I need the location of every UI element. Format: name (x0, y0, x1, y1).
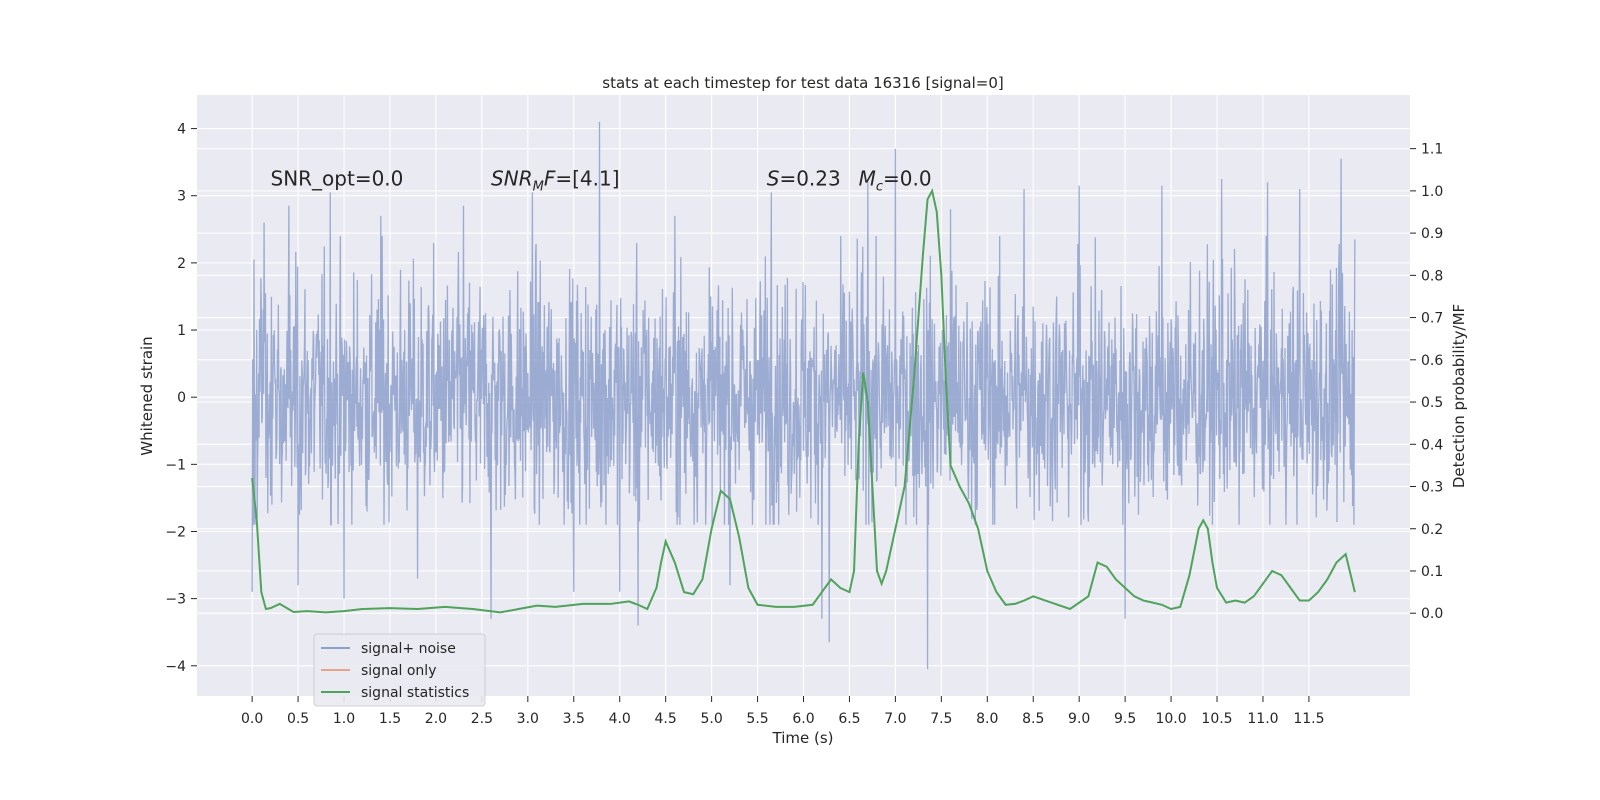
x-tick-label: 1.5 (379, 711, 401, 727)
x-tick-label: 5.5 (746, 711, 768, 727)
legend-label: signal+ noise (361, 641, 456, 657)
signal-statistics-line (251, 188, 1356, 614)
y-tick-label: 1 (177, 323, 186, 339)
x-tick-label: 9.0 (1068, 711, 1090, 727)
x-tick-label: 11.5 (1293, 711, 1324, 727)
y2-tick-label: 0.5 (1421, 395, 1443, 411)
x-tick-label: 8.0 (976, 711, 998, 727)
legend: signal+ noise signal only signal statistic… (313, 633, 486, 707)
y-tick-label: 0 (177, 390, 186, 406)
legend-label: signal statistics (361, 685, 469, 701)
y2-tick-label: 0.3 (1421, 480, 1443, 496)
x-tick-label: 7.0 (884, 711, 906, 727)
y-tick-label: 4 (177, 122, 186, 138)
x-tick-label: 2.0 (425, 711, 447, 727)
x-tick-label: 1.0 (333, 711, 355, 727)
legend-label: signal only (361, 663, 436, 679)
x-tick-label: 0.5 (287, 711, 309, 727)
y2-tick-label: 0.7 (1421, 311, 1443, 327)
x-axis-label: Time (s) (772, 729, 834, 747)
y2-tick-label: 0.1 (1421, 564, 1443, 580)
y-tick-label: −1 (165, 457, 186, 473)
chart-title: stats at each timestep for test data 163… (602, 74, 1003, 92)
y2-axis-label: Detection probability/MF (1450, 304, 1468, 488)
y-axis-label: Whitened strain (138, 336, 156, 455)
y-tick-label: −4 (165, 659, 186, 675)
annotations: SNR_opt=0.0 SNRMF=[4.1] S=0.23 Mc=0.0 (271, 167, 932, 195)
annotation-text: Mc=0.0 (859, 167, 932, 195)
x-tick-label: 4.0 (609, 711, 631, 727)
x-tick-label: 0.0 (241, 711, 263, 727)
y-tick-label: −2 (165, 524, 186, 540)
annotation-text: S=0.23 (767, 167, 841, 191)
x-tick-label: 4.5 (655, 711, 677, 727)
x-tick-label: 6.0 (792, 711, 814, 727)
y2-tick-label: 0.2 (1421, 522, 1443, 538)
x-tick-label: 3.5 (563, 711, 585, 727)
x-tick-label: 7.5 (930, 711, 952, 727)
x-tick-label: 2.5 (471, 711, 493, 727)
x-tick-label: 6.5 (838, 711, 860, 727)
annotation-text: SNR_opt=0.0 (271, 167, 404, 191)
signal-noise-line (251, 121, 1356, 670)
x-tick-label: 5.0 (700, 711, 722, 727)
annotation-text: SNRMF=[4.1] (491, 167, 619, 195)
y2-tick-label: 0.6 (1421, 353, 1443, 369)
y-tick-label: −3 (165, 592, 186, 608)
y2-tick-label: 0.8 (1421, 268, 1443, 284)
x-tick-label: 10.5 (1201, 711, 1232, 727)
x-tick-label: 9.5 (1114, 711, 1136, 727)
x-tick-label: 3.0 (517, 711, 539, 727)
y2-tick-label: 0.0 (1421, 606, 1443, 622)
y-tick-label: 2 (177, 256, 186, 272)
y-tick-label: 3 (177, 189, 186, 205)
y-axis-left: −4 −3 −2 −1 0 1 2 3 4 (165, 122, 197, 675)
y2-tick-label: 1.1 (1421, 142, 1443, 158)
x-axis: 0.0 0.5 1.0 1.5 2.0 2.5 3.0 3.5 4.0 4.5 5.0 5.5 6.0 6… (241, 696, 1325, 727)
y2-tick-label: 1.0 (1421, 184, 1443, 200)
legend-box (313, 633, 486, 707)
x-tick-label: 11.0 (1247, 711, 1278, 727)
signal-statistics-series (251, 188, 1356, 614)
x-tick-label: 8.5 (1022, 711, 1044, 727)
y-axis-right: 0.0 0.1 0.2 0.3 0.4 0.5 0.6 0.7 0.8 0.9 1.0 1.1 (1410, 142, 1443, 622)
y2-tick-label: 0.9 (1421, 226, 1443, 242)
y2-tick-label: 0.4 (1421, 437, 1443, 453)
x-tick-label: 10.0 (1155, 711, 1186, 727)
signal-noise-series (251, 121, 1356, 670)
